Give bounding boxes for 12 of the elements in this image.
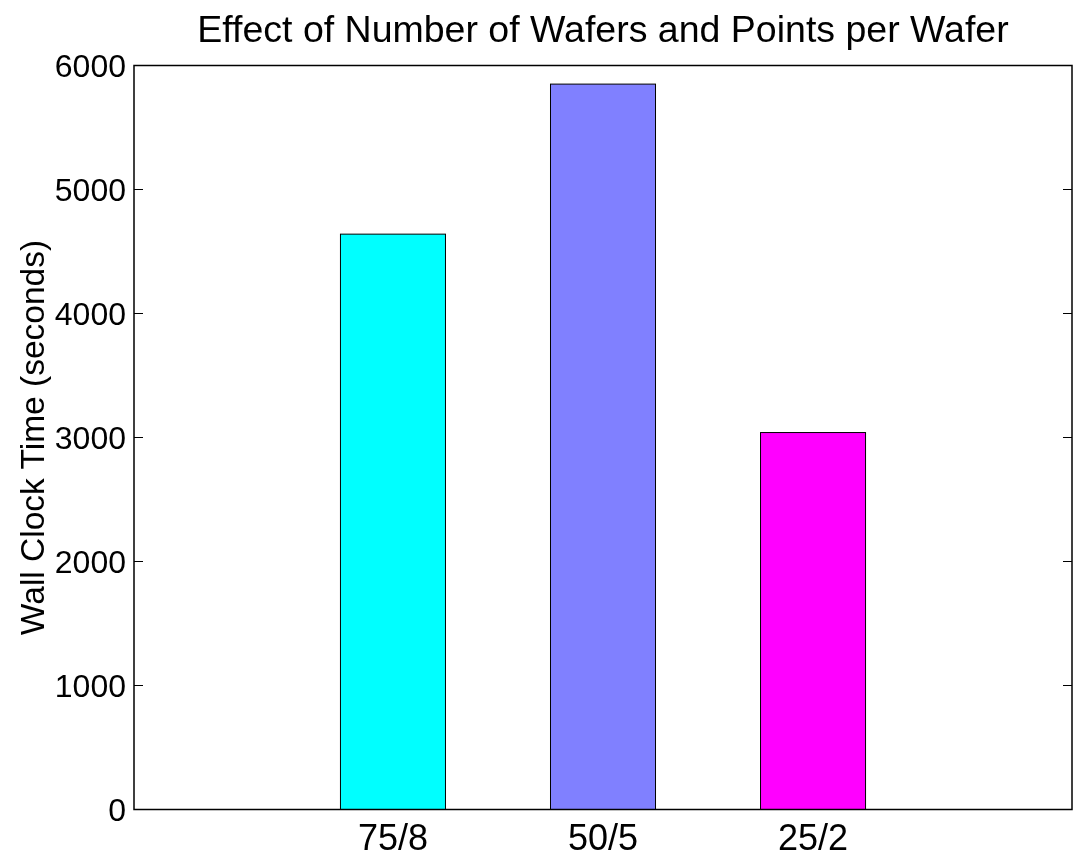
x-tick-label: 25/2 xyxy=(777,816,849,854)
x-tick-label: 75/8 xyxy=(357,816,429,854)
y-tick-label: 3000 xyxy=(54,419,126,456)
y-axis-title: Wall Clock Time (seconds) xyxy=(14,239,51,636)
y-tick-label: 5000 xyxy=(54,171,126,208)
y-tick-label: 2000 xyxy=(54,543,126,580)
y-tick-label: 0 xyxy=(108,791,126,828)
x-tick-label: 50/5 xyxy=(567,816,639,854)
chart-title: Effect of Number of Wafers and Points per Wafer xyxy=(197,8,1009,50)
y-tick-label: 1000 xyxy=(54,667,126,704)
y-tick-label: 4000 xyxy=(54,295,126,332)
y-tick-label: 6000 xyxy=(54,47,126,84)
